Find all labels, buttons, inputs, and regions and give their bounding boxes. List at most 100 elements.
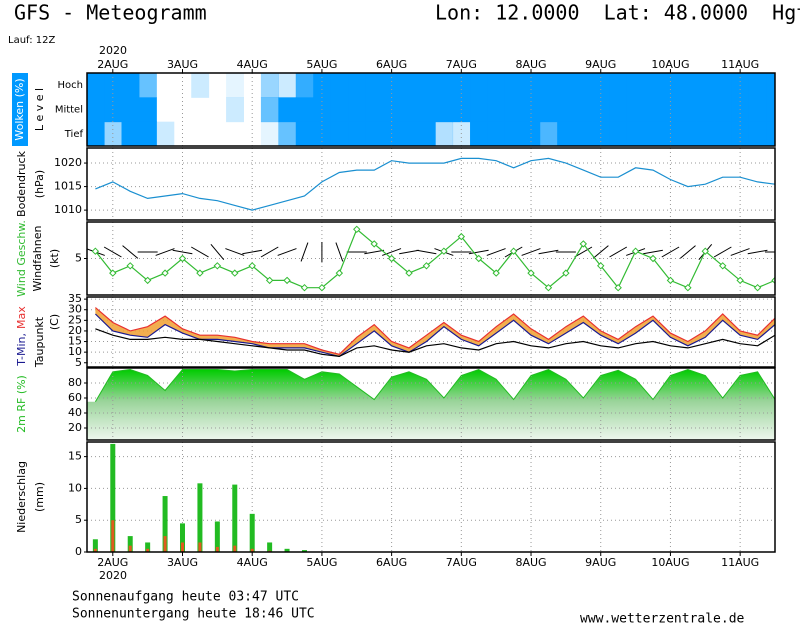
wind-marker: [91, 247, 100, 255]
cloud-cell: [365, 73, 384, 98]
wind-barb: [574, 246, 593, 258]
cloud-cell: [191, 97, 209, 122]
panel-label: Wind Geschw.: [15, 220, 28, 297]
cloud-cell: [156, 73, 174, 98]
cloud-cell: [295, 97, 314, 123]
wind-marker: [387, 254, 396, 263]
precip-bar: [198, 542, 202, 552]
cloud-cell: [278, 121, 297, 147]
y-tick-label: 5: [75, 252, 82, 265]
cloud-cell: [731, 121, 750, 147]
panel-label: Taupunkt: [33, 316, 46, 368]
panel-frame: [86, 147, 776, 221]
cloud-cell: [609, 97, 628, 123]
y-tick-label: 0: [75, 545, 82, 558]
precip-bar: [232, 484, 238, 552]
cloud-cell: [209, 73, 227, 98]
cloud-cell: [226, 97, 244, 123]
y-tick-label: 40: [68, 406, 82, 419]
wind-marker: [562, 269, 570, 277]
source: www.wetterzentrale.de: [580, 612, 745, 625]
legend-entry: Max: [15, 306, 28, 329]
wind-marker: [753, 283, 762, 292]
level-name: Hoch: [58, 80, 83, 91]
cloud-cell: [644, 121, 663, 147]
level-name: Tief: [64, 129, 84, 140]
panel-label: (mm): [33, 482, 46, 512]
wind-marker: [719, 262, 727, 270]
wind-marker: [440, 247, 448, 255]
cloud-cell: [121, 73, 140, 98]
location: Lon: 12.0000 Lat: 48.0000 Hgt: 5: [435, 1, 800, 25]
y-tick-label: 20: [68, 421, 82, 434]
cloud-cell: [470, 73, 488, 98]
cloud-cell: [609, 121, 628, 147]
cloud-cell: [191, 122, 209, 147]
pressure-line: [95, 157, 775, 211]
cloud-cell: [260, 97, 279, 123]
x-tick-label: 2AUG: [97, 58, 128, 71]
panel-label: T-Min, Max: [15, 306, 28, 367]
x-tick-label: 5AUG: [306, 556, 337, 569]
x-tick-label: 11AUG: [721, 556, 759, 569]
cloud-cell: [539, 121, 558, 147]
cloud-cell: [348, 73, 366, 98]
cloud-cell: [644, 97, 663, 123]
cloud-cell: [138, 73, 157, 98]
y-tick-label: 25: [68, 313, 82, 326]
cloud-cell: [417, 73, 436, 98]
cloud-cell: [557, 97, 576, 123]
temp-line: [95, 307, 775, 355]
cloud-cell: [696, 73, 715, 98]
panel-label: (hPa): [33, 170, 46, 198]
wind-barb: [661, 246, 680, 258]
cloud-cell: [435, 121, 454, 147]
cloud-cell: [714, 97, 732, 123]
cloud-cell: [609, 73, 628, 98]
label-box: [12, 73, 28, 146]
cloud-cell: [330, 73, 349, 98]
year-bottom: 2020: [99, 569, 127, 582]
wind-marker: [178, 254, 187, 263]
cloud-cell: [504, 121, 523, 147]
cloud-cell: [470, 97, 488, 123]
cloud-cell: [435, 73, 454, 98]
wind-barb: [122, 245, 139, 259]
cloud-cell: [330, 97, 349, 123]
wind-marker: [544, 283, 553, 292]
x-tick-label: 9AUG: [585, 556, 616, 569]
wind-marker: [196, 269, 204, 277]
wind-marker: [370, 240, 378, 248]
wind-barb: [643, 249, 663, 255]
wind-marker: [143, 276, 152, 285]
level-name: Mittel: [55, 105, 83, 116]
cloud-cell: [679, 73, 698, 98]
precip-bar: [284, 548, 290, 552]
wind-marker: [527, 269, 535, 277]
panel-label: (C): [48, 314, 61, 330]
y-tick-label: 10: [68, 481, 82, 494]
wind-marker: [457, 232, 466, 241]
cloud-cell: [400, 73, 419, 98]
cloud-cell: [539, 97, 558, 123]
precip-bar: [92, 539, 98, 552]
cloud-cell: [766, 121, 775, 147]
x-tick-label: 10AUG: [651, 556, 689, 569]
legend-entry: T-Min,: [15, 333, 28, 367]
cloud-cell: [87, 121, 105, 147]
wind-marker: [701, 247, 710, 255]
wind-barb: [609, 246, 628, 258]
x-tick-label: 5AUG: [306, 58, 337, 71]
cloud-cell: [557, 121, 576, 147]
wind-barb: [335, 242, 344, 262]
cloud-cell: [209, 122, 227, 147]
cloud-cell: [626, 73, 645, 98]
temp-range: [95, 307, 775, 357]
cloud-cell: [748, 121, 767, 147]
precip-bar: [267, 542, 273, 552]
cloud-cell: [348, 121, 366, 147]
wind-barb: [521, 248, 541, 256]
wind-barb: [592, 245, 609, 259]
cloud-cell: [260, 73, 279, 98]
cloud-cell: [156, 121, 175, 147]
